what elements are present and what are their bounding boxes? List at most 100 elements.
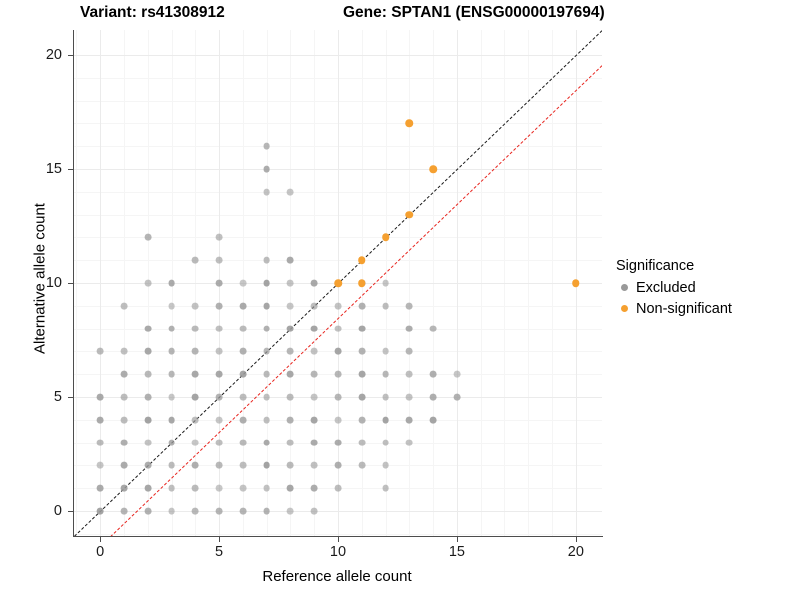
data-point-excluded xyxy=(192,371,199,378)
data-point-excluded xyxy=(263,302,270,309)
data-point-non-significant xyxy=(572,279,580,287)
data-point-excluded xyxy=(287,280,294,287)
data-point-excluded xyxy=(311,485,318,492)
x-tick-label-10: 10 xyxy=(318,544,358,560)
data-point-excluded xyxy=(311,348,318,355)
data-point-excluded xyxy=(216,348,223,355)
data-point-excluded xyxy=(192,257,199,264)
y-tick-label-15: 15 xyxy=(16,159,62,179)
data-point-excluded xyxy=(358,462,365,469)
x-tick-label-5: 5 xyxy=(199,544,239,560)
legend-title: Significance xyxy=(616,258,732,274)
x-tick-0 xyxy=(100,537,101,542)
data-point-excluded xyxy=(192,302,199,309)
data-point-excluded xyxy=(287,257,294,264)
data-point-excluded xyxy=(287,485,294,492)
x-tick-10 xyxy=(338,537,339,542)
data-point-excluded xyxy=(311,302,318,309)
data-point-excluded xyxy=(121,485,128,492)
data-point-excluded xyxy=(430,394,437,401)
data-point-excluded xyxy=(121,508,128,515)
legend-swatch-icon xyxy=(616,300,633,317)
data-point-excluded xyxy=(382,302,389,309)
data-point-excluded xyxy=(335,394,342,401)
legend-item-non-significant[interactable]: Non-significant xyxy=(616,298,732,319)
x-tick-20 xyxy=(576,537,577,542)
data-point-excluded xyxy=(239,462,246,469)
data-point-excluded xyxy=(168,508,175,515)
data-point-excluded xyxy=(121,439,128,446)
data-point-excluded xyxy=(216,439,223,446)
data-point-excluded xyxy=(192,348,199,355)
data-point-excluded xyxy=(382,462,389,469)
data-point-excluded xyxy=(311,508,318,515)
data-point-excluded xyxy=(287,439,294,446)
data-point-excluded xyxy=(192,325,199,332)
data-point-excluded xyxy=(263,257,270,264)
data-point-excluded xyxy=(216,416,223,423)
data-point-excluded xyxy=(335,416,342,423)
data-point-excluded xyxy=(263,325,270,332)
variant-title: Variant: rs41308912 xyxy=(80,4,225,22)
chart-title-row: Variant: rs41308912 Gene: SPTAN1 (ENSG00… xyxy=(0,0,800,30)
data-point-excluded xyxy=(263,143,270,150)
data-point-non-significant xyxy=(382,234,390,242)
data-point-excluded xyxy=(358,348,365,355)
data-point-excluded xyxy=(216,234,223,241)
data-point-excluded xyxy=(287,302,294,309)
data-point-excluded xyxy=(430,325,437,332)
x-tick-label-15: 15 xyxy=(437,544,477,560)
grid-line-horizontal-15 xyxy=(74,169,602,170)
data-point-excluded xyxy=(216,371,223,378)
y-tick-20 xyxy=(68,55,73,56)
legend-item-label: Excluded xyxy=(636,280,696,296)
data-point-excluded xyxy=(263,280,270,287)
data-point-excluded xyxy=(382,485,389,492)
data-point-excluded xyxy=(311,439,318,446)
data-point-non-significant xyxy=(358,279,366,287)
legend-item-excluded[interactable]: Excluded xyxy=(616,277,732,298)
grid-line-horizontal-20 xyxy=(74,55,602,56)
data-point-excluded xyxy=(144,280,151,287)
x-axis-title: Reference allele count xyxy=(98,568,576,585)
data-point-excluded xyxy=(168,394,175,401)
data-point-excluded xyxy=(168,348,175,355)
x-tick-5 xyxy=(219,537,220,542)
data-point-excluded xyxy=(216,325,223,332)
data-point-excluded xyxy=(406,302,413,309)
data-point-excluded xyxy=(382,394,389,401)
data-point-excluded xyxy=(239,394,246,401)
data-point-excluded xyxy=(263,394,270,401)
data-point-excluded xyxy=(311,462,318,469)
data-point-excluded xyxy=(406,371,413,378)
plot-panel xyxy=(74,30,602,536)
data-point-excluded xyxy=(382,439,389,446)
data-point-excluded xyxy=(406,416,413,423)
data-point-excluded xyxy=(311,416,318,423)
data-point-excluded xyxy=(454,371,461,378)
data-point-excluded xyxy=(192,394,199,401)
data-point-excluded xyxy=(287,348,294,355)
data-point-excluded xyxy=(454,394,461,401)
data-point-excluded xyxy=(168,439,175,446)
data-point-excluded xyxy=(335,325,342,332)
data-point-excluded xyxy=(97,416,104,423)
data-point-excluded xyxy=(144,439,151,446)
data-point-non-significant xyxy=(358,256,366,264)
data-point-excluded xyxy=(121,462,128,469)
data-point-excluded xyxy=(239,280,246,287)
data-point-excluded xyxy=(287,371,294,378)
data-point-excluded xyxy=(335,348,342,355)
data-point-non-significant xyxy=(406,120,414,128)
data-point-excluded xyxy=(144,485,151,492)
data-point-excluded xyxy=(192,508,199,515)
data-point-excluded xyxy=(192,439,199,446)
data-point-excluded xyxy=(97,485,104,492)
y-tick-10 xyxy=(68,283,73,284)
data-point-excluded xyxy=(358,394,365,401)
data-point-excluded xyxy=(430,371,437,378)
data-point-excluded xyxy=(144,416,151,423)
data-point-excluded xyxy=(168,371,175,378)
legend: Significance Excluded Non-significant xyxy=(616,258,732,319)
data-point-excluded xyxy=(144,508,151,515)
